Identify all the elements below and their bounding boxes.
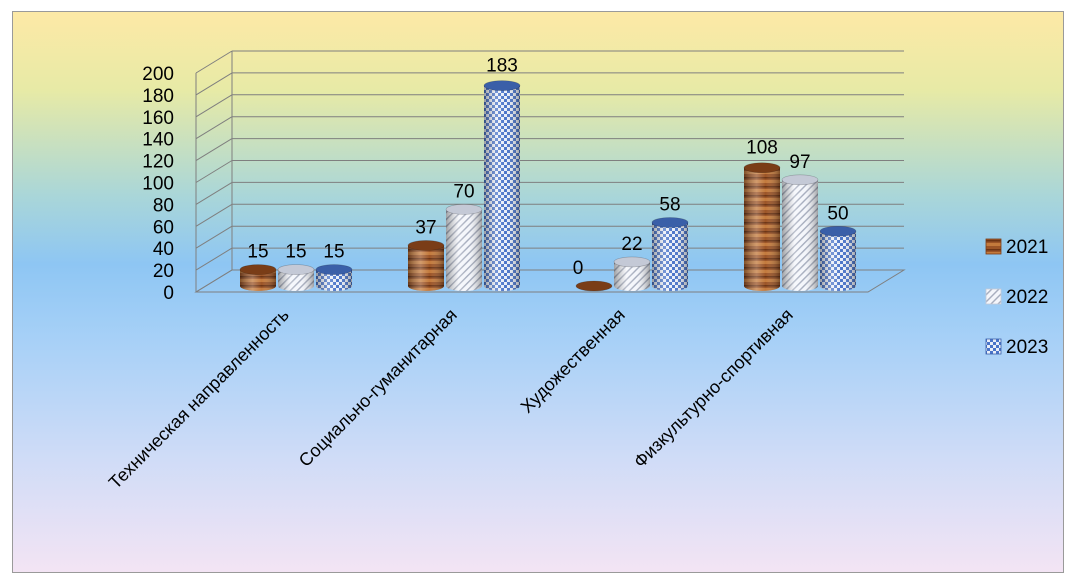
- legend-item-2021: 2021: [985, 237, 1048, 258]
- x-tick-label: Техническая направленность: [105, 305, 293, 493]
- y-tick-label: 160: [142, 108, 174, 129]
- data-labels: 15 15 15 37 70 183 0 22 58 108 97 50: [247, 56, 848, 279]
- bar-2022-1: [445, 204, 483, 291]
- data-label: 70: [453, 181, 474, 202]
- x-tick-label: Художественная: [517, 305, 629, 417]
- legend-label: 2023: [1006, 337, 1048, 358]
- bar-2022-3: [781, 174, 819, 291]
- data-label: 108: [746, 138, 778, 159]
- y-tick-label: 20: [153, 261, 174, 282]
- bar-2023-0: [315, 264, 353, 291]
- legend-label: 2022: [1006, 287, 1048, 308]
- gridline-side: [195, 160, 233, 183]
- chart-floor: [194, 269, 906, 293]
- bar-2023-1: [483, 80, 521, 292]
- gridline-side: [195, 72, 233, 96]
- legend-item-2023: 2023: [985, 337, 1048, 358]
- y-tick-label: 40: [153, 239, 174, 260]
- y-tick-label: 180: [142, 86, 174, 107]
- gridline-side: [195, 181, 233, 205]
- legend-label: 2021: [1006, 237, 1048, 258]
- y-tick-label: 200: [142, 64, 174, 85]
- data-label: 0: [573, 258, 584, 279]
- bar-2021-2: [575, 280, 613, 292]
- bar-2023-3: [819, 225, 857, 291]
- y-tick-label: 100: [142, 174, 174, 195]
- gridline-side: [195, 138, 233, 162]
- data-label: 15: [285, 242, 306, 263]
- data-label: 50: [827, 203, 848, 224]
- data-label: 183: [486, 56, 518, 77]
- y-tick-label: 120: [142, 152, 174, 173]
- bar-2022-0: [277, 264, 315, 291]
- bar-2021-3: [743, 162, 781, 291]
- legend-swatch: [985, 338, 1002, 355]
- bar-2022-2: [613, 256, 651, 291]
- gridline-side: [195, 116, 233, 140]
- legend-swatch: [985, 238, 1002, 255]
- gridline-side: [195, 225, 233, 249]
- gridline-side: [195, 94, 233, 118]
- legend: 2021 2022 2023: [985, 237, 1048, 358]
- y-tick-label: 0: [163, 283, 174, 304]
- gridline-side: [195, 50, 233, 74]
- x-tick-label: Физкультурно-спортивная: [630, 305, 797, 472]
- data-label: 15: [247, 242, 268, 263]
- gridline-side: [195, 247, 233, 271]
- bar-2021-1: [407, 240, 445, 291]
- x-tick-label: Социально-гуманитарная: [295, 305, 461, 471]
- y-tick-label: 140: [142, 130, 174, 151]
- legend-item-2022: 2022: [985, 287, 1048, 308]
- data-label: 97: [789, 152, 810, 173]
- data-label: 58: [659, 194, 680, 215]
- data-label: 37: [415, 217, 436, 238]
- gridline-side: [195, 203, 233, 227]
- bar-2023-2: [651, 217, 689, 291]
- data-label: 22: [621, 234, 642, 255]
- legend-swatch: [985, 288, 1002, 305]
- y-tick-label: 80: [153, 195, 174, 216]
- y-tick-label: 60: [153, 217, 174, 238]
- x-axis: Техническая направленность Социально-гума…: [105, 305, 797, 493]
- data-label: 15: [323, 242, 344, 263]
- bar-2021-0: [239, 264, 277, 291]
- plot-area: [239, 80, 857, 292]
